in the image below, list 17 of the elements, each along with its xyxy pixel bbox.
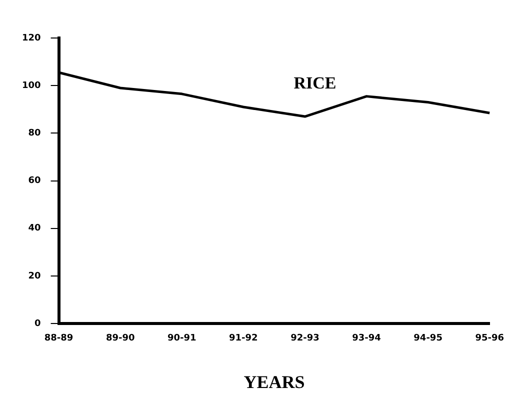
x-tick-label: 89-90 [106,333,135,344]
y-tick-label: 60 [28,176,41,186]
x-tick-label: 90-91 [167,333,196,344]
x-tick-label: 92-93 [290,333,320,344]
y-tick-label: 120 [22,33,41,44]
x-tick-label: 93-94 [352,333,381,344]
y-tick-label: 0 [34,318,41,329]
x-tick-label: 91-92 [229,333,258,344]
y-tick-label: 100 [22,80,41,91]
x-axis-title: YEARS [244,372,305,392]
y-tick-label: 20 [28,271,41,282]
x-tick-label: 88-89 [44,333,74,344]
x-tick-label: 95-96 [475,333,504,344]
x-tick-label: 94-95 [414,333,442,344]
series-label: RICE [294,73,336,92]
y-tick-label: 40 [28,224,41,234]
y-tick-label: 80 [28,128,41,139]
